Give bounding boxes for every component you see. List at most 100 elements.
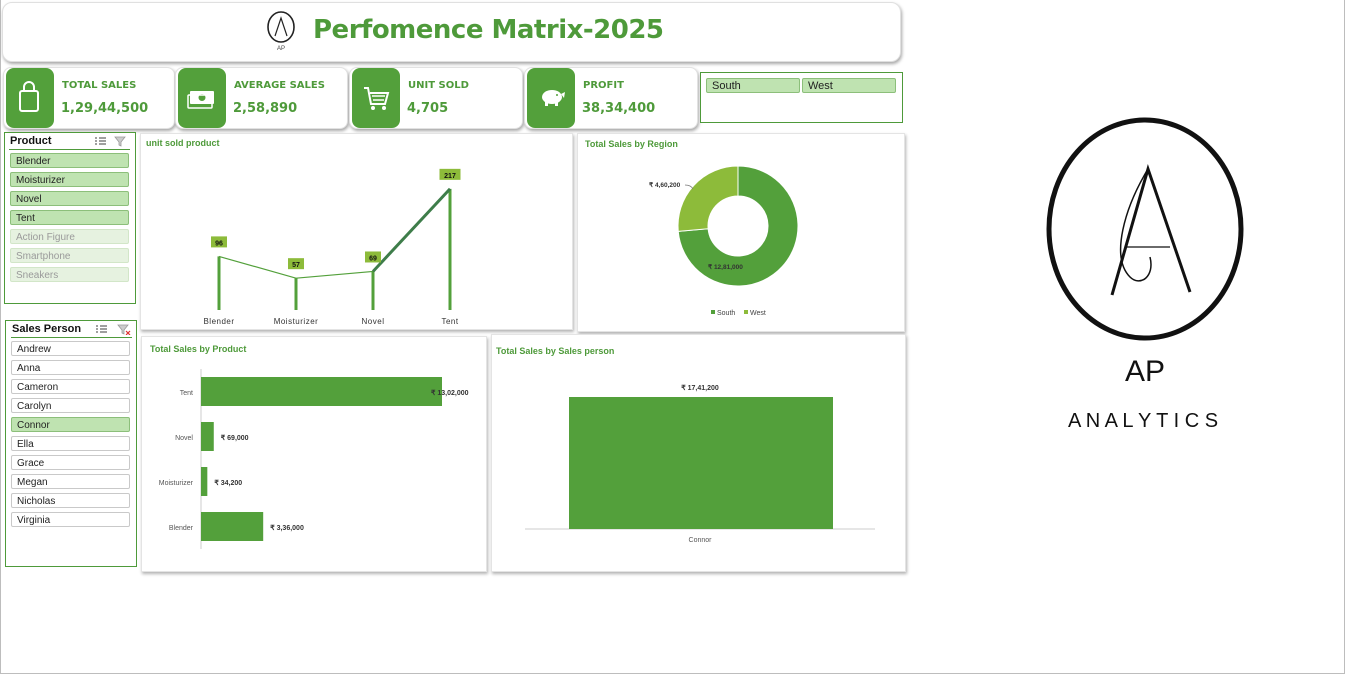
mini-logo-text: AP bbox=[277, 46, 285, 52]
legend-swatch bbox=[744, 310, 748, 314]
donut-chart-svg: ₹ 12,81,000 ₹ 4,60,200 South West bbox=[649, 165, 799, 317]
leader-line bbox=[684, 184, 694, 190]
page-title: Perfomence Matrix-2025 bbox=[313, 15, 664, 45]
brand-monogram: AP bbox=[1125, 355, 1165, 388]
data-label: ₹ 13,02,000 bbox=[431, 389, 469, 397]
clear-filter-icon[interactable] bbox=[114, 136, 126, 147]
product-item-blender[interactable]: Blender bbox=[10, 153, 129, 168]
data-label: 217 bbox=[444, 173, 456, 180]
data-label: ₹ 69,000 bbox=[221, 434, 249, 442]
bar-chart-svg: Tent ₹ 13,02,000 Novel ₹ 69,000 Moisturizer ₹… bbox=[159, 369, 469, 549]
slicer-toolbar bbox=[95, 136, 126, 147]
kpi-profit: PROFIT 38,34,400 bbox=[524, 67, 698, 129]
category-label: Tent bbox=[180, 390, 193, 397]
bar bbox=[569, 397, 833, 529]
kpi-label: UNIT SOLD bbox=[408, 80, 469, 91]
category-label: Moisturizer bbox=[274, 317, 319, 326]
data-label: ₹ 4,60,200 bbox=[649, 181, 681, 189]
slicer-title: Sales Person bbox=[12, 323, 82, 335]
data-label-box bbox=[211, 236, 227, 248]
category-label: Blender bbox=[169, 525, 194, 532]
category-label: Novel bbox=[362, 317, 385, 326]
shopping-cart-icon bbox=[364, 87, 390, 110]
donut-slice bbox=[677, 165, 739, 232]
series-line bbox=[218, 188, 451, 279]
slicer-divider bbox=[11, 337, 132, 338]
kpi-icon-box bbox=[178, 68, 226, 128]
line-chart-svg: 96 Blender 57 Moisturizer 69 Novel 217 Tent bbox=[203, 168, 461, 326]
multi-select-icon[interactable] bbox=[96, 325, 107, 333]
kpi-value: 2,58,890 bbox=[233, 101, 298, 116]
product-item-action-figure[interactable]: Action Figure bbox=[10, 229, 129, 244]
kpi-total-sales: TOTAL SALES 1,29,44,500 bbox=[3, 67, 175, 129]
region-item-west[interactable]: West bbox=[802, 78, 896, 93]
slicer-title: Product bbox=[10, 135, 52, 147]
salesperson-item-virginia[interactable]: Virginia bbox=[11, 512, 130, 527]
data-label-box bbox=[288, 258, 304, 270]
data-label: 69 bbox=[369, 255, 377, 262]
mini-logo: AP bbox=[267, 11, 295, 52]
data-label: ₹ 12,81,000 bbox=[708, 263, 743, 271]
bar bbox=[201, 377, 442, 406]
multi-select-icon[interactable] bbox=[95, 137, 106, 145]
salesperson-item-nicholas[interactable]: Nicholas bbox=[11, 493, 130, 508]
chart-title: Total Sales by Sales person bbox=[496, 346, 615, 356]
salesperson-item-andrew[interactable]: Andrew bbox=[11, 341, 130, 356]
salesperson-item-anna[interactable]: Anna bbox=[11, 360, 130, 375]
salesperson-item-megan[interactable]: Megan bbox=[11, 474, 130, 489]
bar bbox=[201, 422, 214, 451]
donut-slice bbox=[677, 165, 799, 287]
clear-filter-icon[interactable] bbox=[117, 324, 131, 335]
column-chart-svg: ₹ 17,41,200 Connor bbox=[525, 384, 875, 544]
salesperson-item-grace[interactable]: Grace bbox=[11, 455, 130, 470]
region-item-south[interactable]: South bbox=[706, 78, 800, 93]
kpi-icon-box bbox=[6, 68, 54, 128]
product-item-novel[interactable]: Novel bbox=[10, 191, 129, 206]
chart-title: Total Sales by Region bbox=[585, 139, 678, 149]
salesperson-item-carolyn[interactable]: Carolyn bbox=[11, 398, 130, 413]
brand-name: A N A L Y T I C S bbox=[1068, 410, 1218, 432]
salesperson-item-cameron[interactable]: Cameron bbox=[11, 379, 130, 394]
piggy-bank-icon bbox=[542, 90, 565, 106]
region-slicer: South West bbox=[700, 72, 903, 123]
brand-logo: AP A N A L Y T I C S bbox=[1046, 117, 1244, 432]
product-item-moisturizer[interactable]: Moisturizer bbox=[10, 172, 129, 187]
kpi-average-sales: AVERAGE SALES 2,58,890 bbox=[175, 67, 348, 129]
kpi-label: TOTAL SALES bbox=[62, 80, 137, 91]
category-label: Moisturizer bbox=[159, 480, 194, 487]
product-slicer: Product Blender Moisturizer Novel Tent Actio… bbox=[4, 132, 136, 304]
series-line-highlight bbox=[371, 187, 452, 273]
kpi-value: 1,29,44,500 bbox=[61, 101, 149, 116]
slicer-toolbar bbox=[96, 324, 131, 335]
product-item-smartphone[interactable]: Smartphone bbox=[10, 248, 129, 263]
kpi-icon-box bbox=[352, 68, 400, 128]
bar bbox=[201, 512, 264, 541]
legend-swatch bbox=[711, 310, 715, 314]
data-label: ₹ 3,36,000 bbox=[270, 524, 304, 532]
salesperson-chart: Total Sales by Sales person ₹ 17,41,200 C… bbox=[491, 334, 906, 572]
product-chart: Total Sales by Product Tent ₹ 13,02,000 No… bbox=[141, 336, 487, 572]
category-label: Connor bbox=[689, 537, 713, 544]
kpi-label: PROFIT bbox=[583, 80, 624, 91]
kpi-value: 4,705 bbox=[407, 101, 449, 116]
product-item-tent[interactable]: Tent bbox=[10, 210, 129, 225]
legend-label: South bbox=[717, 310, 735, 317]
slicer-divider bbox=[9, 149, 130, 150]
bar bbox=[201, 467, 208, 496]
product-item-sneakers[interactable]: Sneakers bbox=[10, 267, 129, 282]
shopping-bag-icon bbox=[19, 81, 39, 112]
salesperson-slicer: Sales Person Andrew Anna Cameron Carolyn Con… bbox=[5, 320, 137, 567]
kpi-unit-sold: UNIT SOLD 4,705 bbox=[349, 67, 523, 129]
salesperson-item-connor[interactable]: Connor bbox=[11, 417, 130, 432]
region-chart: Total Sales by Region ₹ 12,81,000 ₹ 4,60,… bbox=[577, 133, 905, 332]
category-label: Blender bbox=[203, 317, 234, 326]
kpi-label: AVERAGE SALES bbox=[234, 80, 325, 91]
unit-sold-chart: unit sold product 96 Blender 57 Moisturizer… bbox=[140, 133, 573, 330]
salesperson-item-ella[interactable]: Ella bbox=[11, 436, 130, 451]
title-bar: AP Perfomence Matrix-2025 bbox=[2, 2, 901, 62]
data-label: 96 bbox=[215, 240, 223, 247]
cash-icon bbox=[187, 91, 214, 109]
chart-title: unit sold product bbox=[146, 138, 220, 148]
chart-title: Total Sales by Product bbox=[150, 344, 247, 354]
data-label-box bbox=[365, 251, 381, 263]
